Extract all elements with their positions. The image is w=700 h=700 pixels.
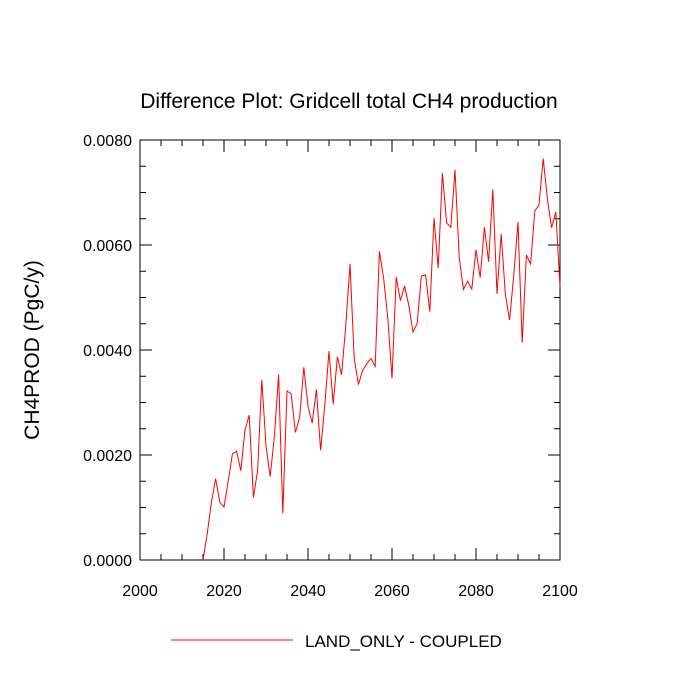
series-line	[202, 158, 561, 561]
x-tick-label: 2000	[122, 583, 158, 600]
legend-label: LAND_ONLY - COUPLED	[305, 632, 502, 651]
series-layer	[202, 158, 561, 561]
legend: LAND_ONLY - COUPLED	[171, 632, 502, 651]
x-tick-label: 2020	[206, 583, 242, 600]
y-tick-label: 0.0060	[83, 238, 132, 255]
x-tick-label: 2060	[374, 583, 410, 600]
plot-frame	[139, 139, 561, 561]
plot-border	[139, 139, 561, 561]
x-tick-label: 2040	[290, 583, 326, 600]
x-tick-label: 2080	[458, 583, 494, 600]
chart-title: Difference Plot: Gridcell total CH4 prod…	[140, 90, 557, 113]
y-tick-label: 0.0000	[83, 553, 132, 570]
y-axis-label: CH4PROD (PgC/y)	[21, 260, 44, 440]
y-tick-label: 0.0080	[83, 133, 132, 150]
x-axis: 2000 2020 2040 2060 2080 2100	[122, 140, 578, 600]
y-tick-label: 0.0040	[83, 343, 132, 360]
y-axis: 0.0000 0.0020 0.0040 0.0060 0.0080	[83, 133, 560, 570]
x-tick-label: 2100	[542, 583, 578, 600]
y-tick-label: 0.0020	[83, 448, 132, 465]
